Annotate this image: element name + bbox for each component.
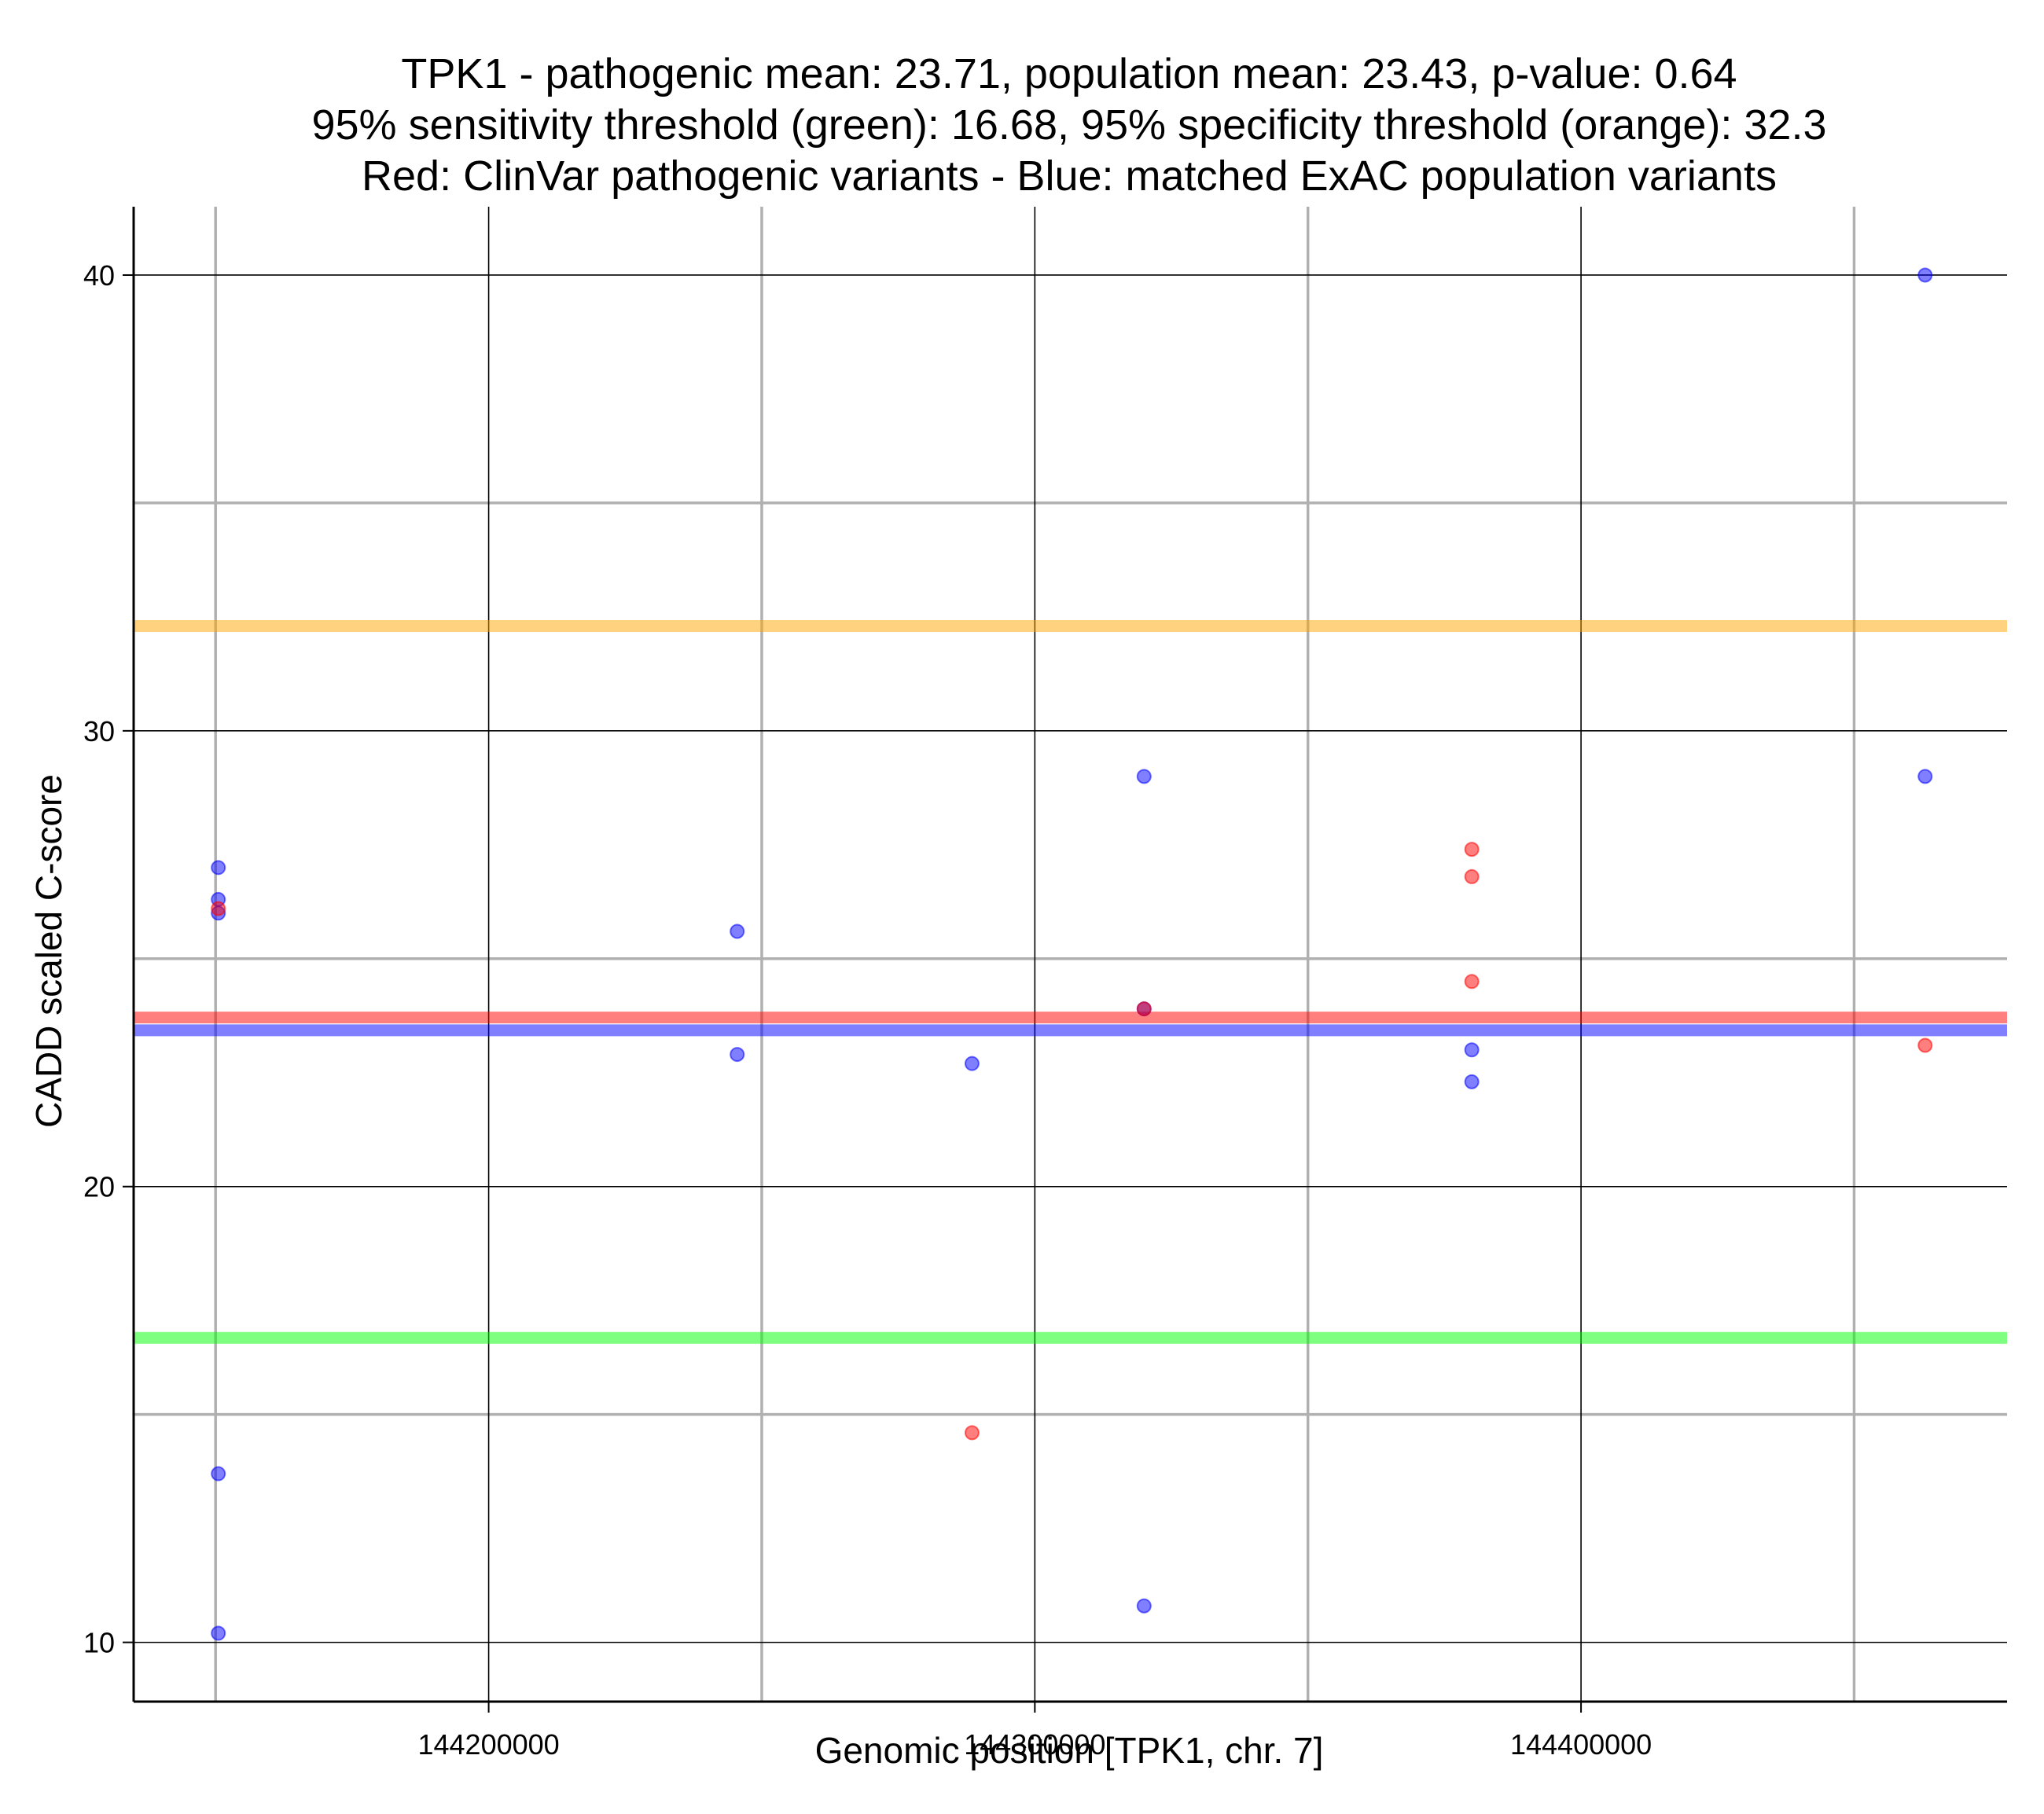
data-point	[1464, 868, 1480, 884]
y-tick-label: 40	[83, 259, 115, 292]
minor-grid	[134, 207, 2007, 1702]
data-point	[1136, 1598, 1152, 1614]
y-tick-label: 20	[83, 1171, 115, 1203]
y-tick-label: 10	[83, 1627, 115, 1659]
reference-lines	[134, 619, 2007, 1344]
data-point	[1464, 1074, 1480, 1089]
data-point	[211, 901, 226, 916]
data-point	[964, 1056, 980, 1071]
x-tick-label: 144400000	[1510, 1728, 1652, 1761]
y-axis-label: CADD scaled C-score	[28, 774, 69, 1128]
data-point	[1464, 1042, 1480, 1058]
data-point	[730, 1047, 745, 1063]
tick-labels: 10 20 30 40 144200000 144300000 144400000	[83, 259, 1652, 1761]
data-point	[730, 924, 745, 939]
data-point	[211, 860, 226, 876]
data-point	[1464, 842, 1480, 857]
y-tick-label: 30	[83, 715, 115, 747]
chart-title-line-3: Red: ClinVar pathogenic variants - Blue:…	[362, 152, 1777, 200]
x-tick-label: 144300000	[964, 1728, 1105, 1761]
x-tick-label: 144200000	[417, 1728, 559, 1761]
data-point	[964, 1425, 980, 1441]
data-point	[1464, 974, 1480, 990]
axes	[132, 207, 2007, 1703]
data-point	[1136, 1001, 1152, 1017]
data-point	[1136, 769, 1152, 784]
chart-title-line-1: TPK1 - pathogenic mean: 23.71, populatio…	[401, 50, 1737, 97]
data-points	[211, 267, 1933, 1641]
data-point	[211, 1625, 226, 1641]
x-axis-label: Genomic position [TPK1, chr. 7]	[815, 1730, 1324, 1771]
data-point	[1917, 267, 1933, 283]
data-point	[1917, 1037, 1933, 1053]
major-grid	[134, 207, 2007, 1702]
data-point	[211, 1466, 226, 1482]
chart-title-line-2: 95% sensitivity threshold (green): 16.68…	[311, 101, 1826, 149]
data-point	[1917, 769, 1933, 784]
